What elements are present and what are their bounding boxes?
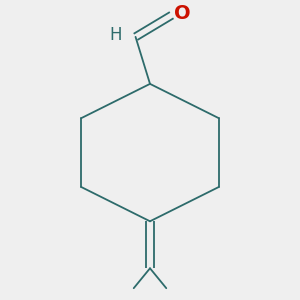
Text: H: H [110,26,122,44]
Text: O: O [173,4,190,23]
